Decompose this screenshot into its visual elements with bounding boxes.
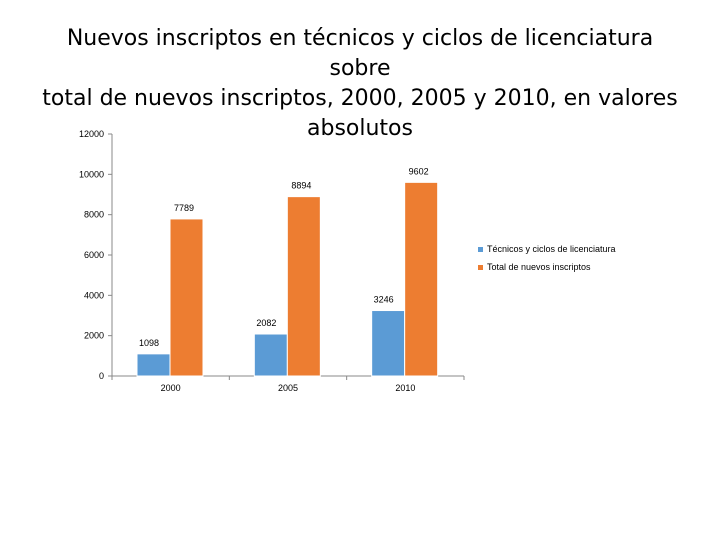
data-labels: 1098 2082 3246 7789 8894 9602 (139, 166, 429, 347)
data-label: 8894 (291, 181, 311, 191)
x-axis-ticks: 2000 2005 2010 (111, 376, 465, 393)
bar-total-2010 (404, 181, 439, 377)
title-line-1: Nuevos inscriptos en técnicos y ciclos d… (66, 26, 654, 81)
legend: Técnicos y ciclos de licenciatura Total d… (478, 244, 616, 272)
data-label: 7789 (174, 203, 194, 213)
y-tick-label: 10000 (79, 169, 104, 179)
x-tick-label: 2010 (395, 383, 415, 393)
bars (136, 181, 439, 377)
data-label: 9602 (409, 166, 429, 176)
data-label: 1098 (139, 338, 159, 348)
y-tick-label: 0 (99, 371, 104, 381)
bar-tecnicos-2000 (136, 353, 171, 377)
data-label: 2082 (256, 318, 276, 328)
bar-total-2005 (286, 196, 321, 377)
legend-label: Total de nuevos inscriptos (487, 262, 591, 272)
bar-tecnicos-2010 (371, 310, 406, 377)
legend-swatch (478, 247, 483, 252)
y-tick-label: 12000 (79, 129, 104, 139)
slide-title: Nuevos inscriptos en técnicos y ciclos d… (40, 24, 680, 144)
legend-label: Técnicos y ciclos de licenciatura (487, 244, 616, 254)
title-line-2: total de nuevos inscriptos, 2000, 2005 y… (42, 86, 678, 111)
bar-total-2000 (169, 218, 204, 377)
y-axis-ticks: 12000 10000 8000 6000 4000 2000 0 (79, 129, 112, 381)
x-tick-label: 2005 (278, 383, 298, 393)
y-tick-label: 2000 (84, 331, 104, 341)
x-tick-label: 2000 (161, 383, 181, 393)
data-label: 3246 (374, 295, 394, 305)
y-tick-label: 4000 (84, 290, 104, 300)
bar-tecnicos-2005 (253, 333, 288, 377)
y-tick-label: 6000 (84, 250, 104, 260)
legend-swatch (478, 265, 483, 270)
y-tick-label: 8000 (84, 210, 104, 220)
title-line-3: absolutos (307, 116, 413, 141)
